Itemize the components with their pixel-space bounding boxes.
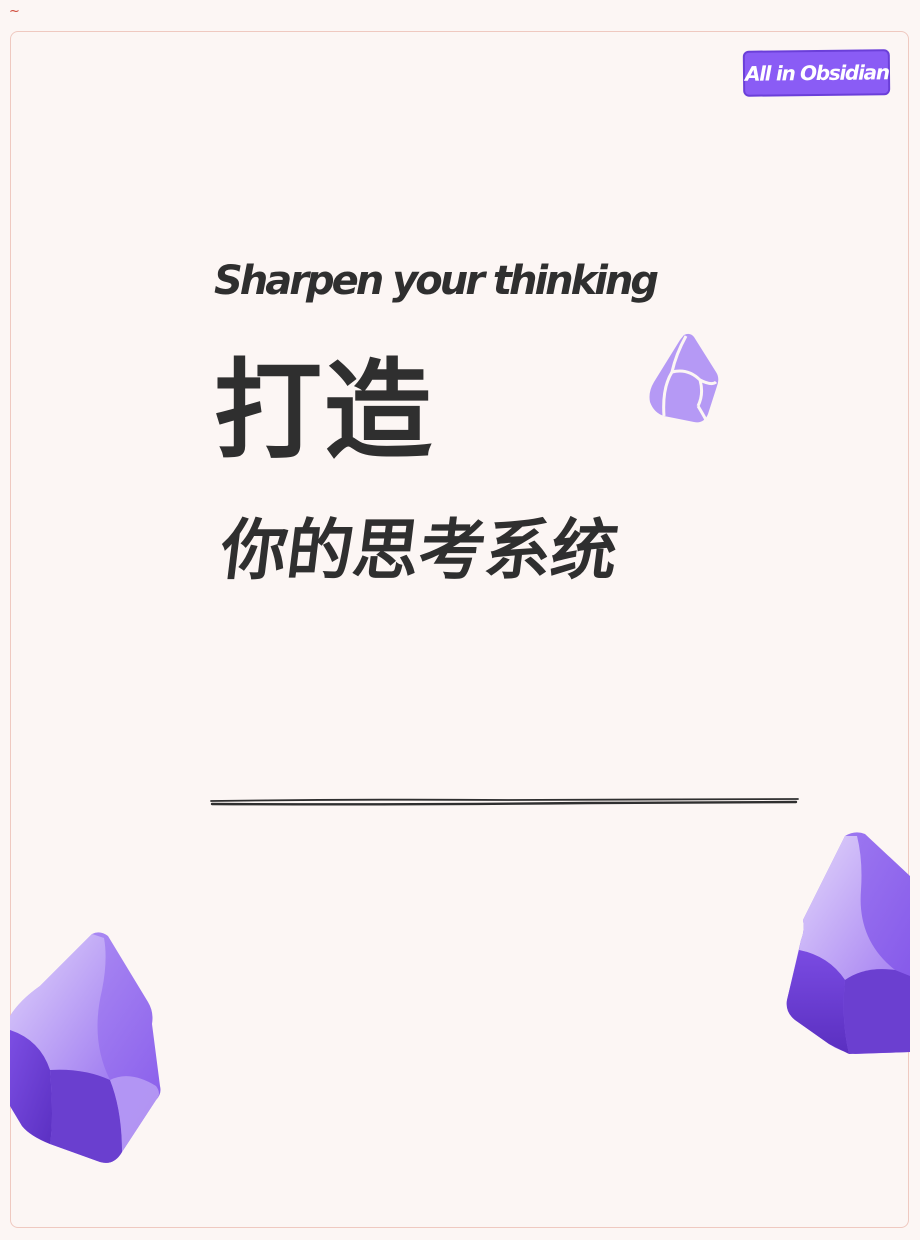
- cover-headline: 打造: [214, 349, 435, 474]
- small-crystal-icon: [649, 333, 719, 423]
- divider-line: [210, 798, 799, 806]
- left-crystal-icon: [10, 932, 161, 1163]
- all-in-obsidian-badge: All in Obsidian: [742, 49, 891, 97]
- cover-subtitle: Sharpen your thinking: [214, 258, 659, 304]
- cover-subheadline: 你的思考系统: [216, 512, 623, 589]
- page-frame: [10, 31, 909, 1228]
- right-crystal-icon: [786, 832, 910, 1054]
- corner-mark: ~: [9, 4, 20, 19]
